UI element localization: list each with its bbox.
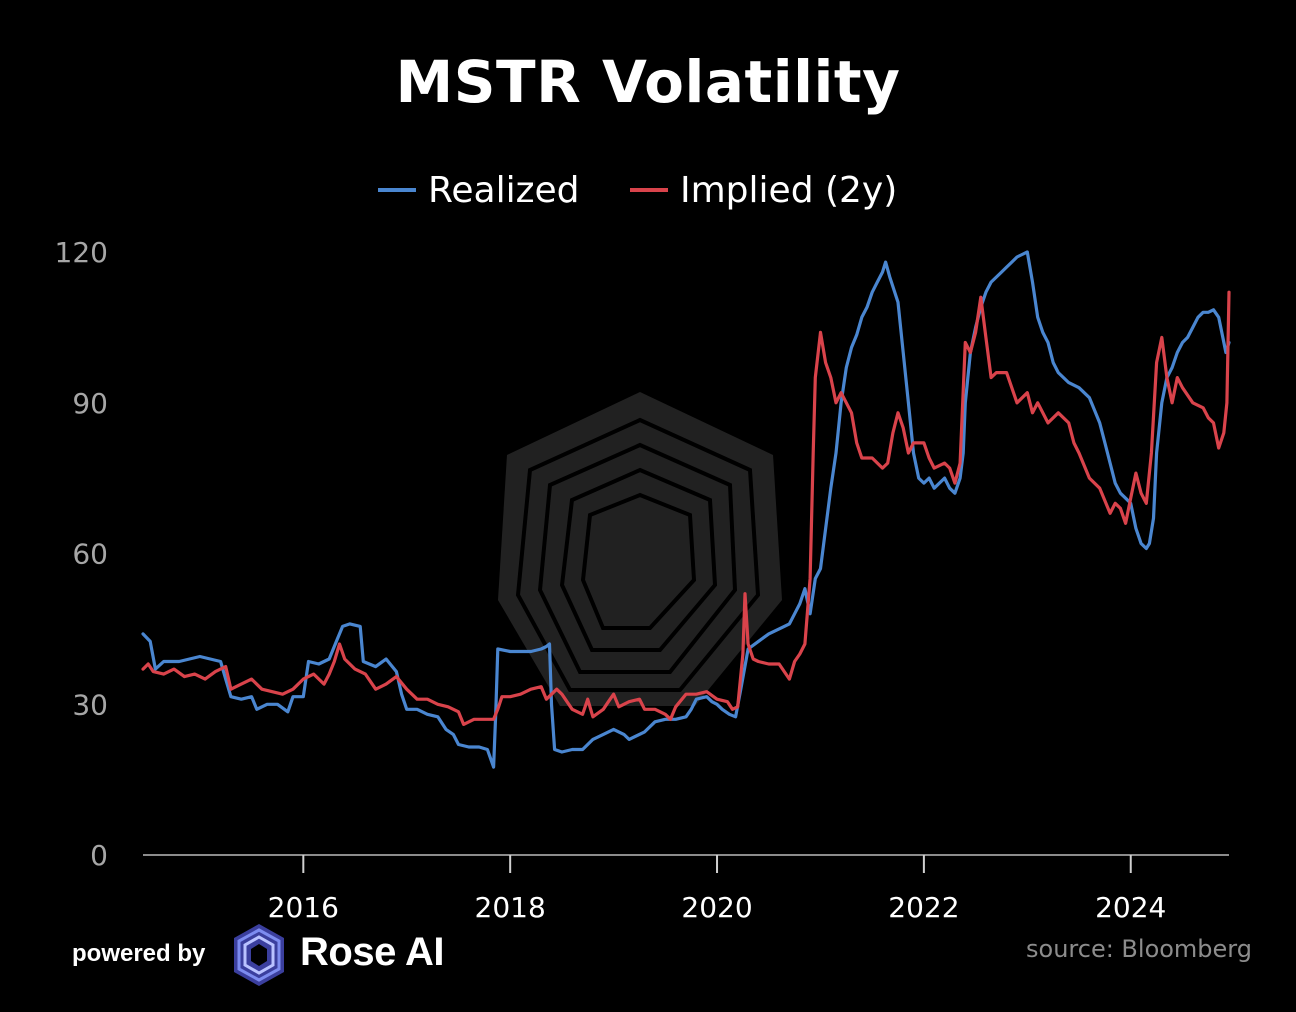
x-tick-label: 2024 (1095, 891, 1166, 924)
watermark-logo (498, 392, 782, 706)
source-note: source: Bloomberg (1026, 935, 1252, 963)
y-tick-label: 60 (72, 538, 108, 571)
x-tick-label: 2016 (268, 891, 339, 924)
series-layer (141, 250, 1231, 769)
legend-item-realized-label: Realized (428, 170, 580, 211)
legend-item-implied-label: Implied (2y) (680, 170, 897, 211)
y-axis: 0 30 60 90 120 (55, 236, 108, 872)
series-line-implied (141, 290, 1231, 726)
chart-title: MSTR Volatility (395, 48, 901, 116)
rose-ai-logo-icon (234, 924, 284, 986)
x-axis: 2016 2018 2020 2022 2024 (143, 854, 1229, 924)
x-tick-label: 2022 (888, 891, 959, 924)
y-tick-label: 120 (55, 236, 108, 269)
x-tick-label: 2020 (681, 891, 752, 924)
footer-powered-by: powered by (72, 940, 206, 967)
legend: Realized Implied (2y) (378, 170, 897, 211)
y-tick-label: 30 (72, 688, 108, 721)
x-tick-label: 2018 (475, 891, 546, 924)
series-line-realized (141, 250, 1231, 769)
y-tick-label: 90 (72, 387, 108, 420)
y-tick-label: 0 (90, 839, 108, 872)
footer-brand: Rose AI (300, 930, 444, 974)
